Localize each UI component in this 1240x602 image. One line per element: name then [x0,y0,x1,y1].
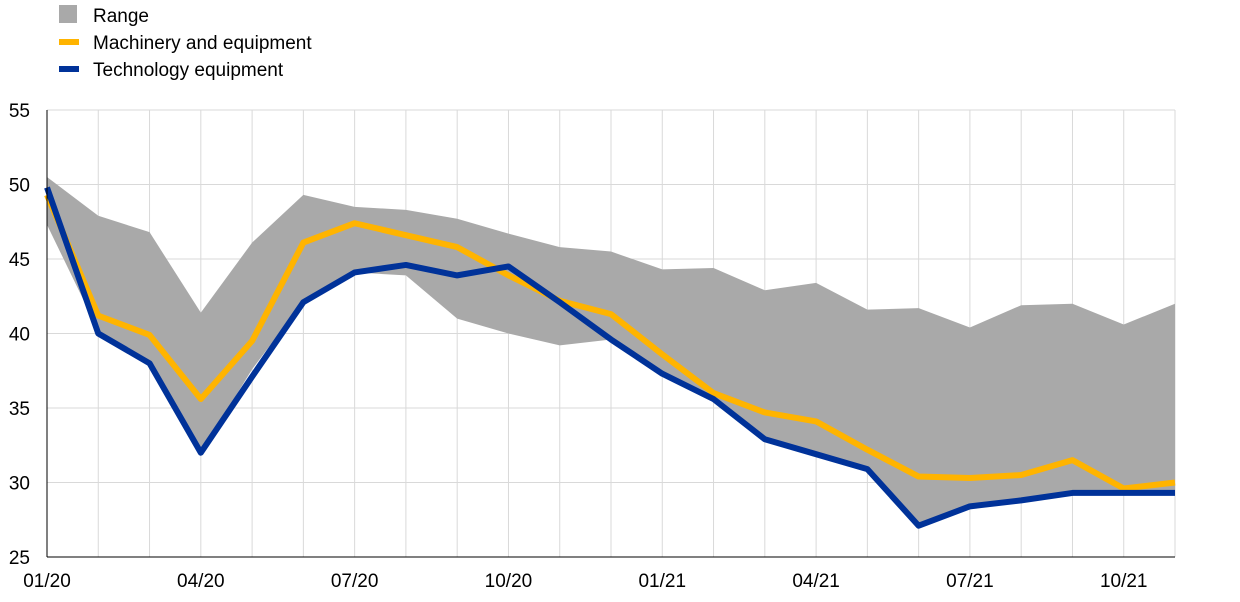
y-axis-ticks: 25 30 35 40 45 50 55 [9,101,30,569]
legend: Range Machinery and equipment Technology… [59,5,312,81]
x-axis-ticks: 01/20 04/20 07/20 10/20 01/21 04/21 07/21 10/21 [23,571,1147,592]
legend-range-label: Range [93,6,149,27]
x-tick-label: 07/21 [946,571,994,592]
x-tick-label: 07/20 [331,571,379,592]
range-band [47,177,1175,526]
x-tick-label: 04/20 [177,571,225,592]
legend-range-swatch [59,5,77,23]
y-tick-label: 40 [9,325,30,346]
y-tick-label: 35 [9,399,30,420]
y-tick-label: 55 [9,101,30,122]
series-layer [44,186,1176,529]
y-tick-label: 25 [9,548,30,569]
x-tick-label: 10/21 [1100,571,1148,592]
legend-machinery-label: Machinery and equipment [93,33,312,54]
y-tick-label: 45 [9,250,30,271]
x-tick-label: 04/21 [792,571,840,592]
y-tick-label: 30 [9,474,30,495]
legend-technology-label: Technology equipment [93,60,284,81]
machinery-equipment-line [44,193,1176,492]
technology-equipment-line [44,186,1175,529]
y-tick-label: 50 [9,176,30,197]
range-layer [47,177,1175,526]
x-tick-label: 10/20 [485,571,533,592]
x-tick-label: 01/20 [23,571,71,592]
x-tick-label: 01/21 [638,571,686,592]
axes [46,110,1175,558]
